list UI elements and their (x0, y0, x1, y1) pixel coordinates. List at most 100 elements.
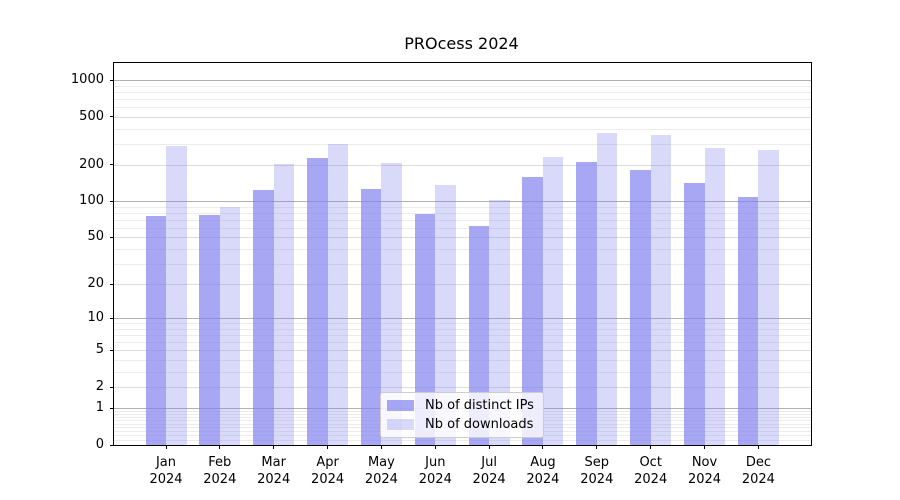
x-tick-mark (542, 445, 544, 449)
gridline (114, 342, 811, 344)
x-tick-mark (434, 445, 436, 449)
x-tick-label: Dec 2024 (741, 455, 775, 487)
x-tick-label: Feb 2024 (203, 455, 237, 487)
y-tick-mark (110, 386, 114, 388)
bar-distinct-ips (522, 176, 543, 445)
bar-downloads (704, 148, 725, 445)
gridline (114, 248, 811, 250)
x-tick-label: Oct 2024 (634, 455, 668, 487)
gridline (114, 128, 811, 130)
gridline (114, 360, 811, 361)
y-tick-mark (110, 79, 114, 81)
x-tick-mark (273, 445, 275, 449)
y-tick-label: 1000 (70, 72, 104, 88)
bar-distinct-ips (253, 190, 274, 445)
x-tick-label: Apr 2024 (311, 455, 345, 487)
gridline (114, 85, 811, 87)
gridline (114, 80, 811, 82)
legend-label-distinct-ips: Nb of distinct IPs (425, 398, 534, 413)
y-tick-label: 500 (79, 108, 104, 124)
bar-downloads (596, 132, 618, 445)
bar-distinct-ips (576, 161, 597, 445)
y-tick-mark (110, 116, 114, 118)
legend-swatch-downloads (387, 419, 414, 430)
bar-distinct-ips (145, 215, 166, 445)
gridline (114, 143, 811, 145)
gridline (114, 91, 811, 93)
gridline (114, 107, 811, 109)
bar-distinct-ips (307, 157, 328, 445)
x-tick-mark (704, 445, 705, 449)
y-tick-mark (110, 317, 114, 319)
chart-title: PROcess 2024 (404, 34, 519, 53)
legend-swatch-distinct-ips (387, 400, 414, 411)
gridline (114, 212, 811, 214)
gridline (114, 164, 811, 166)
gridline (114, 116, 811, 118)
y-tick-mark (110, 164, 114, 166)
bar-downloads (435, 185, 456, 445)
bar-downloads (327, 143, 349, 445)
bar-downloads (219, 206, 241, 445)
x-tick-mark (327, 445, 329, 449)
x-tick-label: Jan 2024 (149, 455, 183, 487)
bar-downloads (542, 156, 564, 445)
bar-downloads (381, 163, 402, 445)
x-tick-label: Aug 2024 (526, 455, 560, 487)
x-tick-label: Nov 2024 (687, 455, 722, 487)
bar-distinct-ips (360, 188, 382, 445)
bar-distinct-ips (737, 196, 759, 445)
bar-downloads (273, 164, 295, 445)
y-tick-label: 1 (95, 400, 104, 416)
y-tick-label: 5 (95, 342, 104, 358)
bar-distinct-ips (630, 170, 651, 445)
y-tick-mark (110, 283, 114, 285)
y-tick-label: 2 (95, 379, 104, 394)
gridline (114, 99, 811, 100)
gridline (114, 219, 811, 221)
bar-downloads (489, 199, 510, 445)
gridline (114, 329, 811, 330)
legend-item-distinct-ips: Nb of distinct IPs (381, 397, 543, 414)
gridline (114, 284, 811, 286)
y-tick-mark (110, 444, 114, 446)
legend-label-downloads: Nb of downloads (425, 417, 534, 432)
x-tick-label: Jun 2024 (418, 455, 452, 487)
bar-distinct-ips (468, 226, 490, 445)
gridline (114, 263, 811, 265)
bar-downloads (758, 150, 779, 445)
y-tick-label: 20 (87, 276, 104, 292)
x-tick-mark (757, 445, 759, 449)
gridline (114, 387, 811, 388)
gridline (114, 350, 811, 352)
x-tick-label: Mar 2024 (257, 455, 291, 487)
gridline (114, 201, 811, 203)
gridline (114, 227, 811, 229)
x-tick-label: Jul 2024 (472, 455, 506, 487)
bar-distinct-ips (684, 182, 705, 445)
bar-downloads (166, 146, 187, 445)
y-tick-mark (110, 200, 114, 202)
x-tick-mark (219, 445, 221, 449)
legend-item-downloads: Nb of downloads (381, 416, 543, 433)
x-tick-mark (650, 445, 652, 449)
gridline (114, 206, 811, 208)
x-tick-label: Sep 2024 (580, 455, 614, 487)
bar-distinct-ips (199, 214, 220, 445)
plot-area: Nb of distinct IPs Nb of downloads 0 1 2 5 1… (71, 62, 812, 487)
y-tick-label: 200 (79, 156, 104, 172)
y-tick-label: 50 (87, 229, 104, 245)
gridline (114, 440, 811, 441)
y-tick-label: 10 (87, 310, 104, 326)
y-tick-label: 0 (95, 437, 104, 452)
y-tick-mark (110, 407, 114, 409)
bar-distinct-ips (414, 213, 436, 445)
bar-downloads (650, 135, 672, 445)
y-tick-mark (110, 349, 114, 351)
gridline (114, 318, 811, 320)
x-tick-mark (596, 445, 598, 449)
gridline (114, 323, 811, 325)
x-tick-label: May 2024 (364, 455, 398, 487)
x-tick-mark (380, 445, 382, 449)
